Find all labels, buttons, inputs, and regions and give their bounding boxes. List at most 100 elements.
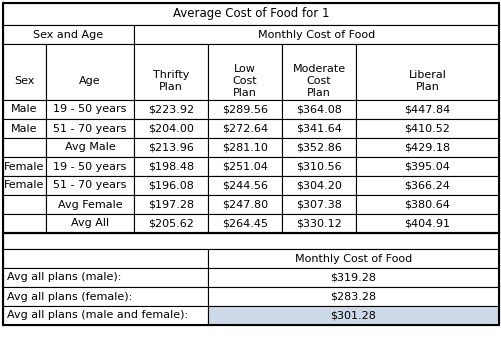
Text: 19 - 50 years: 19 - 50 years (53, 162, 126, 172)
Text: $404.91: $404.91 (404, 218, 449, 228)
Text: Sex: Sex (15, 76, 35, 86)
Bar (3, 195, 46, 214)
Text: $244.56: $244.56 (221, 180, 268, 190)
Text: $223.92: $223.92 (148, 105, 194, 115)
Bar (207, 138, 282, 157)
Bar (282, 44, 355, 100)
Bar (355, 195, 498, 214)
Text: $196.08: $196.08 (148, 180, 193, 190)
Bar (282, 157, 355, 176)
Bar (3, 249, 207, 268)
Bar (3, 25, 134, 44)
Text: Sex and Age: Sex and Age (34, 29, 103, 39)
Text: Avg all plans (male and female):: Avg all plans (male and female): (7, 310, 188, 320)
Bar (207, 44, 282, 100)
Bar (207, 119, 282, 138)
Bar (207, 195, 282, 214)
Text: $283.28: $283.28 (330, 292, 376, 301)
Bar (355, 157, 498, 176)
Text: Thrifty
Plan: Thrifty Plan (152, 70, 189, 92)
Bar (134, 44, 207, 100)
Text: $204.00: $204.00 (148, 123, 193, 133)
Bar (134, 195, 207, 214)
Text: $198.48: $198.48 (148, 162, 194, 172)
Bar (282, 195, 355, 214)
Bar (3, 233, 498, 249)
Text: $264.45: $264.45 (221, 218, 268, 228)
Bar (282, 119, 355, 138)
Text: $307.38: $307.38 (296, 200, 341, 210)
Bar (134, 100, 207, 119)
Text: Avg Male: Avg Male (65, 142, 115, 153)
Text: $281.10: $281.10 (221, 142, 268, 153)
Bar (207, 268, 498, 287)
Bar (3, 138, 46, 157)
Text: Avg all plans (male):: Avg all plans (male): (7, 272, 121, 283)
Bar (3, 268, 207, 287)
Bar (134, 214, 207, 233)
Text: Monthly Cost of Food: Monthly Cost of Food (258, 29, 374, 39)
Text: $352.86: $352.86 (296, 142, 341, 153)
Text: Avg Female: Avg Female (58, 200, 122, 210)
Text: 51 - 70 years: 51 - 70 years (53, 180, 126, 190)
Text: 19 - 50 years: 19 - 50 years (53, 105, 126, 115)
Bar (282, 214, 355, 233)
Bar (46, 100, 134, 119)
Text: $447.84: $447.84 (404, 105, 450, 115)
Text: Male: Male (11, 123, 38, 133)
Text: $301.28: $301.28 (330, 310, 376, 320)
Text: $395.04: $395.04 (404, 162, 449, 172)
Bar (3, 119, 46, 138)
Bar (3, 100, 46, 119)
Text: Age: Age (79, 76, 101, 86)
Text: $429.18: $429.18 (404, 142, 450, 153)
Bar (3, 44, 46, 100)
Text: $410.52: $410.52 (404, 123, 449, 133)
Bar (3, 306, 207, 325)
Text: $272.64: $272.64 (221, 123, 268, 133)
Text: Female: Female (5, 180, 45, 190)
Text: $247.80: $247.80 (221, 200, 268, 210)
Bar (3, 3, 498, 233)
Text: Liberal
Plan: Liberal Plan (408, 70, 445, 92)
Bar (207, 176, 282, 195)
Bar (134, 157, 207, 176)
Text: Male: Male (11, 105, 38, 115)
Text: Monthly Cost of Food: Monthly Cost of Food (294, 253, 411, 263)
Bar (46, 44, 134, 100)
Bar (46, 119, 134, 138)
Text: Moderate
Cost
Plan: Moderate Cost Plan (292, 64, 345, 98)
Bar (3, 3, 498, 25)
Bar (207, 214, 282, 233)
Bar (3, 233, 498, 325)
Bar (46, 214, 134, 233)
Bar (134, 138, 207, 157)
Text: Avg all plans (female):: Avg all plans (female): (7, 292, 132, 301)
Text: 51 - 70 years: 51 - 70 years (53, 123, 126, 133)
Bar (46, 157, 134, 176)
Bar (207, 100, 282, 119)
Bar (3, 287, 207, 306)
Text: Avg All: Avg All (71, 218, 109, 228)
Bar (355, 176, 498, 195)
Bar (3, 176, 46, 195)
Bar (207, 306, 498, 325)
Text: $366.24: $366.24 (404, 180, 449, 190)
Text: $289.56: $289.56 (221, 105, 268, 115)
Text: $380.64: $380.64 (404, 200, 449, 210)
Text: Low
Cost
Plan: Low Cost Plan (232, 64, 257, 98)
Text: $197.28: $197.28 (148, 200, 194, 210)
Text: $304.20: $304.20 (296, 180, 341, 190)
Bar (134, 176, 207, 195)
Bar (282, 176, 355, 195)
Bar (207, 249, 498, 268)
Bar (355, 138, 498, 157)
Bar (134, 25, 498, 44)
Text: $205.62: $205.62 (148, 218, 193, 228)
Bar (46, 138, 134, 157)
Bar (355, 119, 498, 138)
Text: Average Cost of Food for 1: Average Cost of Food for 1 (172, 8, 329, 21)
Text: $364.08: $364.08 (296, 105, 341, 115)
Text: $310.56: $310.56 (296, 162, 341, 172)
Bar (355, 44, 498, 100)
